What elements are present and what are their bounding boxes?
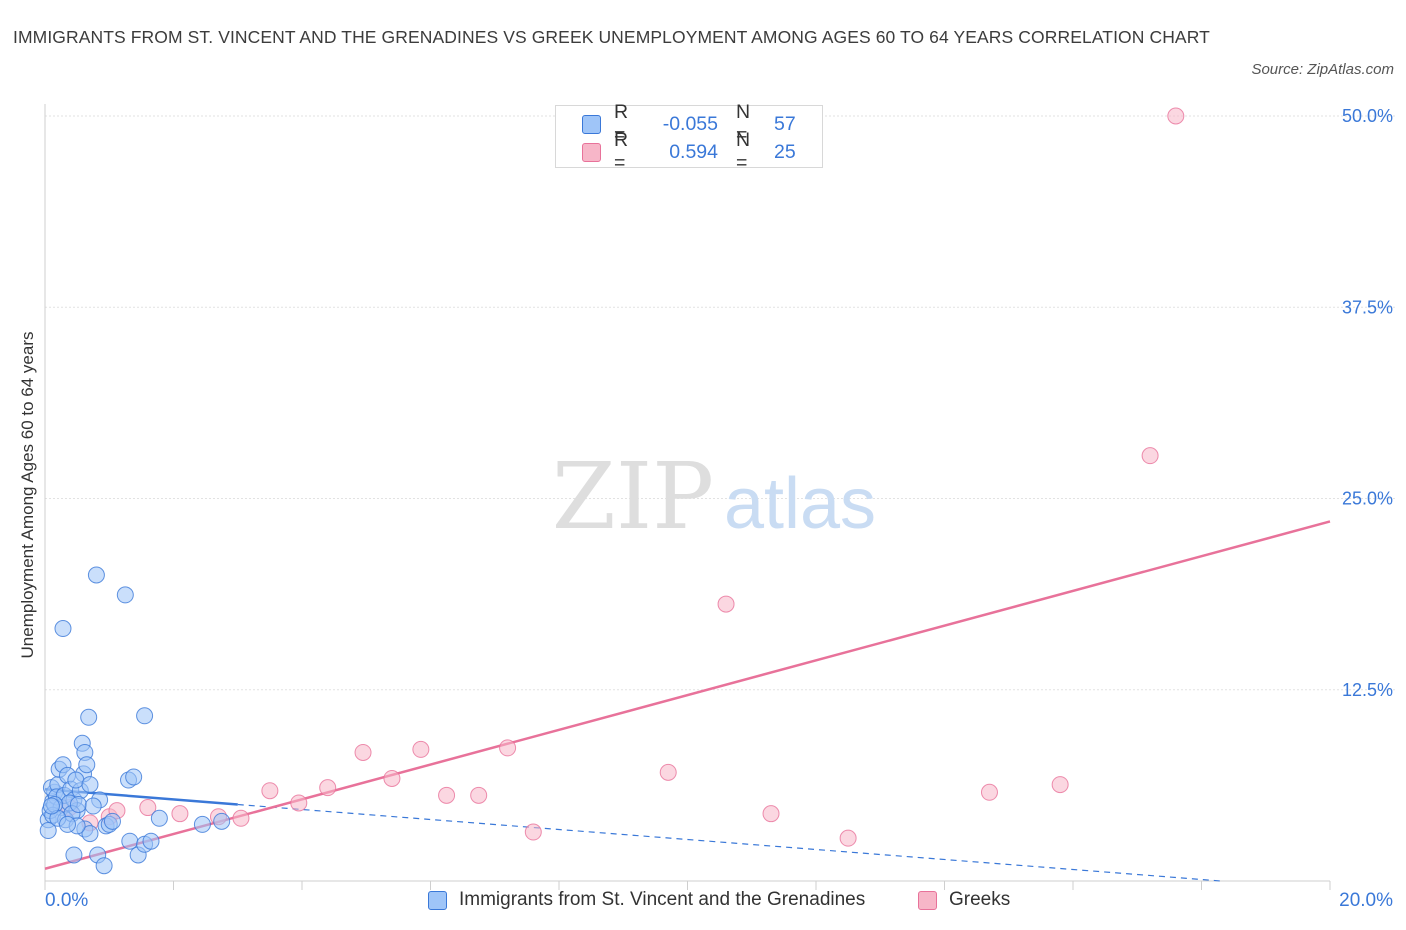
data-point-immigrants <box>80 708 98 726</box>
legend-item-immigrants: Immigrants from St. Vincent and the Gren… <box>428 889 865 911</box>
data-point-immigrants <box>54 620 72 638</box>
data-point-immigrants <box>87 566 105 584</box>
data-point-greeks <box>438 786 456 804</box>
data-point-greeks <box>839 829 857 847</box>
data-point-greeks <box>412 740 430 758</box>
data-point-greeks <box>1051 776 1069 794</box>
data-point-immigrants <box>58 815 76 833</box>
data-point-immigrants <box>95 857 113 875</box>
r-label: R = <box>614 101 629 146</box>
trend-line-immigrants-extension <box>237 803 1221 882</box>
data-point-greeks <box>383 769 401 787</box>
x-tick-label-max: 20.0% <box>1339 890 1393 911</box>
source-credit: Source: ZipAtlas.com <box>1251 61 1394 78</box>
data-point-immigrants <box>42 797 60 815</box>
r-value: 0.594 <box>669 140 718 163</box>
data-point-greeks <box>1141 447 1159 465</box>
data-point-immigrants <box>125 768 143 786</box>
data-point-greeks <box>139 799 157 817</box>
r-label: R = <box>614 129 629 174</box>
data-point-greeks <box>762 805 780 823</box>
data-point-greeks <box>171 805 189 823</box>
y-tick-labels: 12.5% 25.0% 37.5% 50.0% <box>1342 106 1393 700</box>
data-point-immigrants <box>69 796 87 813</box>
data-point-immigrants <box>81 825 99 843</box>
data-point-immigrants <box>39 822 57 840</box>
legend-swatch-blue <box>428 890 447 910</box>
n-value: 25 <box>774 140 796 163</box>
data-point-immigrants <box>193 815 211 833</box>
data-point-immigrants <box>84 797 102 815</box>
data-point-immigrants <box>142 832 160 850</box>
data-point-immigrants <box>213 812 231 830</box>
legend-label: Immigrants from St. Vincent and the Gren… <box>459 889 866 910</box>
y-tick-label: 50.0% <box>1342 106 1393 126</box>
data-point-immigrants <box>136 707 154 725</box>
data-point-greeks <box>980 783 998 801</box>
data-point-immigrants <box>81 776 99 794</box>
legend-label: Greeks <box>949 889 1011 910</box>
x-tick-label-min: 0.0% <box>45 890 89 911</box>
data-point-immigrants <box>65 846 83 864</box>
trend-line-greeks <box>44 520 1331 870</box>
data-point-immigrants <box>67 771 85 789</box>
data-point-immigrants <box>150 809 168 827</box>
data-point-greeks <box>232 809 250 827</box>
data-point-greeks <box>717 595 735 613</box>
data-point-immigrants <box>116 586 134 604</box>
correlation-stats-box: R = -0.055 N = 57 R = 0.594 N = 25 <box>555 101 823 174</box>
r-value: -0.055 <box>662 112 718 135</box>
y-tick-label: 25.0% <box>1342 489 1393 509</box>
data-point-greeks <box>470 786 488 804</box>
watermark-zip: ZIP <box>552 443 714 550</box>
chart-title: IMMIGRANTS FROM ST. VINCENT AND THE GREN… <box>13 27 1210 47</box>
watermark-atlas: atlas <box>724 464 876 544</box>
data-point-greeks <box>524 823 542 841</box>
data-point-greeks <box>319 779 337 797</box>
n-value: 57 <box>774 112 796 135</box>
data-point-greeks <box>659 763 677 781</box>
data-point-immigrants <box>103 812 121 830</box>
axes <box>44 104 1331 890</box>
n-label: N = <box>736 101 751 146</box>
data-point-greeks <box>1167 107 1185 125</box>
stats-swatch-pink <box>582 143 601 162</box>
y-tick-label: 37.5% <box>1342 297 1393 317</box>
data-point-immigrants <box>121 832 139 850</box>
data-points <box>39 107 1185 875</box>
legend-item-greeks: Greeks <box>918 889 1010 911</box>
legend-swatch-pink <box>918 890 937 910</box>
data-point-greeks <box>290 794 308 812</box>
n-label: N = <box>736 129 751 174</box>
trend-lines <box>44 520 1331 882</box>
stats-swatch-blue <box>582 115 601 134</box>
y-tick-label: 12.5% <box>1342 680 1393 700</box>
data-point-greeks <box>354 743 372 761</box>
data-point-greeks <box>261 782 279 800</box>
data-point-greeks <box>499 739 517 757</box>
data-point-immigrants <box>78 756 96 774</box>
